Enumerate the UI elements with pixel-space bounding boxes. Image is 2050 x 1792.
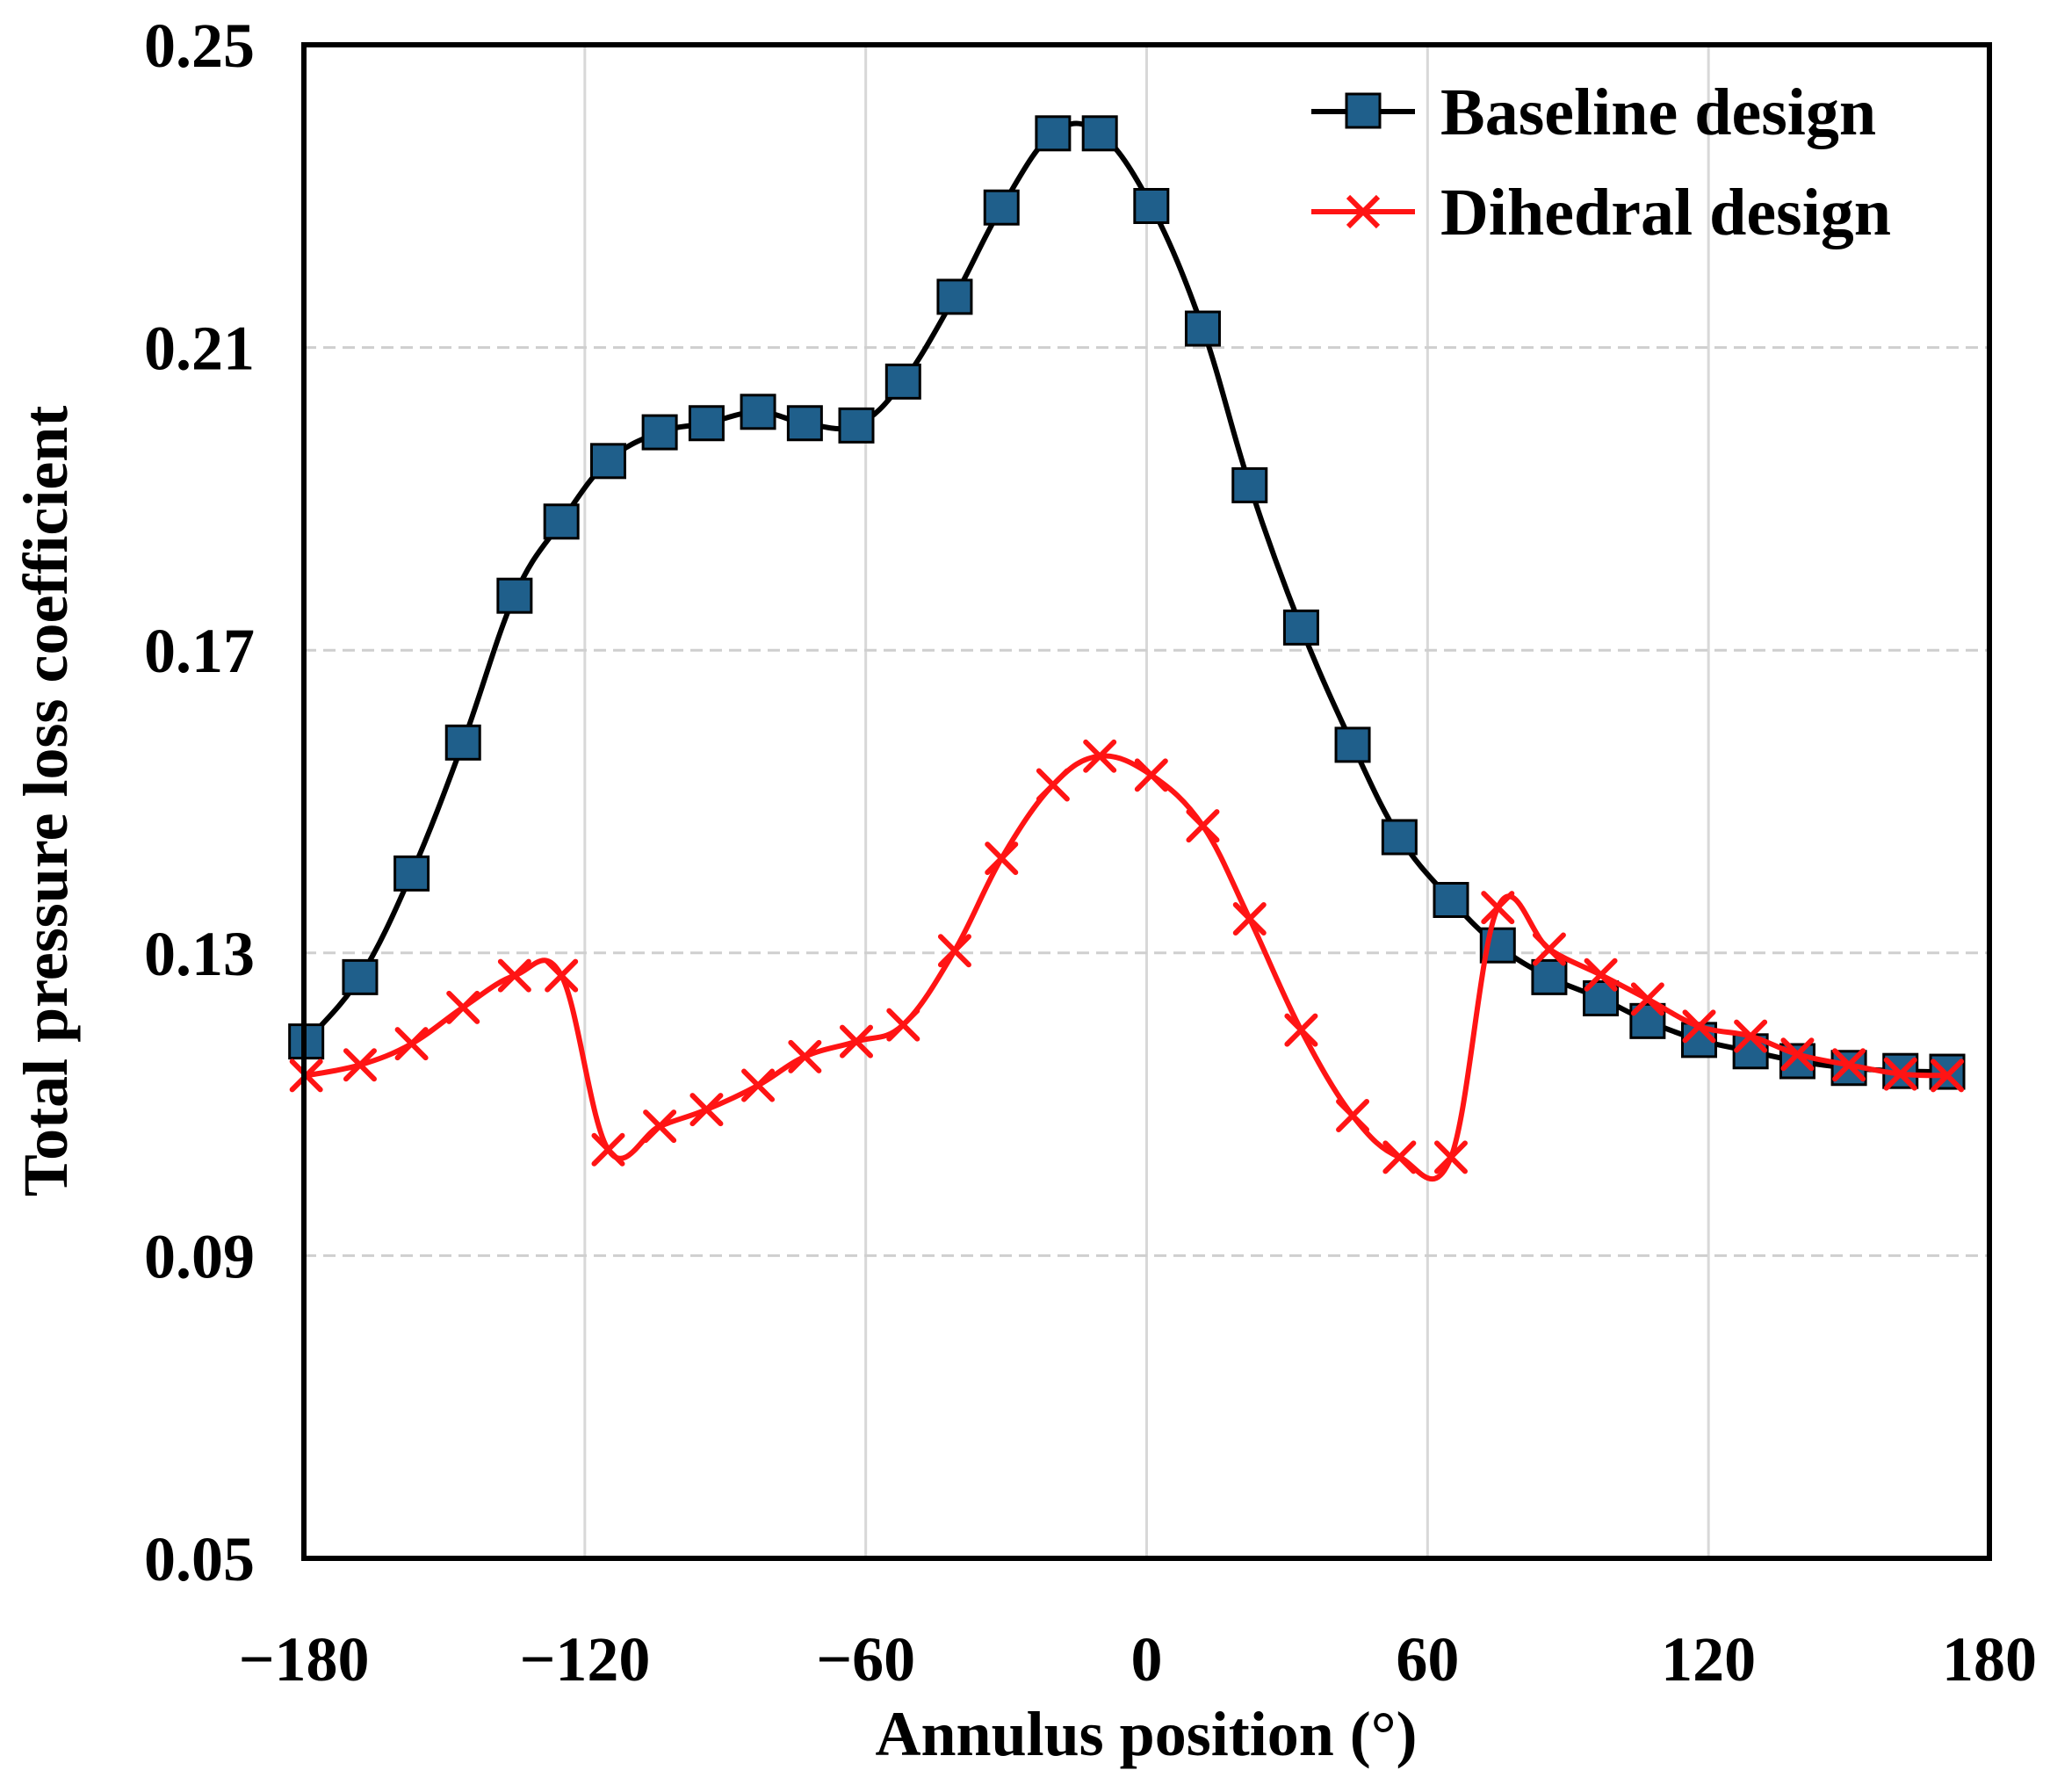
- x-tick-label: −60: [816, 1624, 915, 1694]
- data-point: [1381, 819, 1418, 856]
- y-tick-label: 0.05: [144, 1524, 255, 1594]
- data-point: [1284, 1013, 1318, 1047]
- data-point: [1433, 881, 1469, 918]
- data-point: [937, 934, 971, 968]
- data-point: [446, 990, 480, 1024]
- legend-marker-baseline: [1345, 92, 1382, 129]
- y-tick-label: 0.21: [144, 314, 255, 384]
- data-point: [543, 503, 580, 540]
- data-point: [936, 278, 973, 315]
- data-point: [1186, 809, 1220, 843]
- data-point: [840, 1024, 874, 1059]
- y-axis-title: Total pressure loss coefficient: [11, 406, 81, 1197]
- y-tick-label: 0.25: [144, 11, 255, 81]
- plot-frame: [301, 42, 1992, 1561]
- data-point: [1779, 1043, 1815, 1080]
- data-point: [591, 1132, 625, 1167]
- series-baseline-design: [288, 115, 1966, 1090]
- legend-label-dihedral: Dihedral design: [1440, 176, 1891, 249]
- data-point: [983, 189, 1020, 226]
- data-point: [393, 855, 430, 892]
- data-point: [545, 958, 579, 993]
- legend-marker-dihedral: [1346, 194, 1381, 229]
- data-point: [643, 1109, 677, 1144]
- data-point: [1035, 115, 1072, 152]
- x-axis-title: Annulus position (°): [875, 1699, 1417, 1769]
- data-point: [1334, 726, 1371, 763]
- x-tick-label: −180: [238, 1624, 369, 1694]
- data-point: [1336, 1099, 1370, 1133]
- data-point: [1584, 957, 1618, 992]
- y-tick-label: 0.09: [144, 1221, 255, 1291]
- data-point: [1133, 187, 1170, 224]
- data-point: [741, 1068, 776, 1102]
- data-point: [1083, 739, 1117, 773]
- legend-label-baseline: Baseline design: [1440, 76, 1876, 149]
- data-point: [1134, 758, 1168, 792]
- data-point: [1481, 891, 1515, 925]
- data-point: [1232, 902, 1267, 936]
- data-point: [1433, 1140, 1468, 1174]
- grid: [304, 45, 1989, 1558]
- y-tick-label: 0.17: [144, 616, 255, 686]
- data-point: [740, 394, 776, 430]
- data-point: [1780, 1037, 1815, 1072]
- data-point: [689, 1093, 724, 1127]
- x-tick-label: 0: [1131, 1624, 1163, 1694]
- series-dihedral-design: [289, 739, 1965, 1182]
- tick-labels: −180 −120 −60 0 60 120 180 0.05 0.09 0.13 0.17 0.21…: [144, 11, 2037, 1694]
- data-point: [884, 363, 921, 400]
- data-point: [1931, 1059, 1965, 1093]
- data-point: [1883, 1057, 1917, 1091]
- series-layer: [288, 115, 1966, 1182]
- data-point: [342, 958, 379, 995]
- legend: Baseline design Dihedral design: [1311, 76, 1891, 249]
- data-point: [1630, 982, 1664, 1016]
- data-point: [589, 443, 626, 480]
- data-point: [1282, 609, 1319, 646]
- data-point: [1832, 1048, 1866, 1082]
- data-point: [641, 414, 678, 451]
- data-point: [788, 1039, 822, 1073]
- data-point: [394, 1027, 429, 1061]
- data-point: [786, 405, 823, 442]
- x-tick-label: 120: [1661, 1624, 1756, 1694]
- data-point: [1531, 958, 1568, 995]
- data-point: [1081, 115, 1118, 152]
- x-tick-label: 60: [1396, 1624, 1459, 1694]
- data-point: [1036, 768, 1070, 802]
- y-tick-label: 0.13: [144, 919, 255, 989]
- data-point: [688, 405, 725, 442]
- data-point: [886, 1008, 920, 1042]
- data-point: [1382, 1140, 1417, 1174]
- data-point: [343, 1048, 377, 1082]
- data-point: [444, 724, 481, 761]
- x-tick-label: 180: [1942, 1624, 2037, 1694]
- data-point: [985, 842, 1019, 876]
- data-point: [1184, 310, 1221, 347]
- data-point: [1929, 1053, 1966, 1090]
- data-point: [1682, 1009, 1716, 1044]
- x-tick-label: −120: [519, 1624, 650, 1694]
- data-point: [497, 958, 531, 993]
- data-point: [1734, 1019, 1768, 1053]
- data-point: [1231, 466, 1268, 503]
- data-point: [838, 407, 875, 444]
- data-point: [1532, 932, 1566, 966]
- data-point: [496, 577, 533, 614]
